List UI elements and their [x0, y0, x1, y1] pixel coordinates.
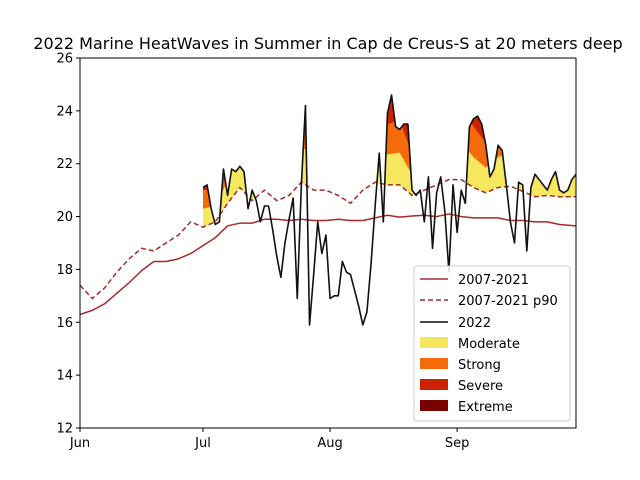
heatwave-fill-severe — [471, 116, 485, 142]
heatwave-fill-moderate — [530, 171, 576, 197]
x-axis: Jun Jul Aug Sep — [69, 428, 470, 451]
series-line-p90 — [80, 178, 576, 300]
legend-label-clim: 2007-2021 — [458, 273, 529, 288]
y-axis: 12 14 16 18 20 22 24 26 — [56, 52, 80, 437]
y-tick-label: 24 — [56, 104, 73, 119]
x-tick-label: Aug — [317, 436, 342, 451]
legend-label-severe: Severe — [458, 379, 503, 394]
y-tick-label: 14 — [56, 369, 73, 384]
y-tick-label: 16 — [56, 316, 73, 331]
legend-label-extreme: Extreme — [458, 400, 513, 415]
heatwave-fill-strong — [202, 184, 211, 209]
y-tick-label: 18 — [56, 263, 73, 278]
x-tick-label: Jun — [69, 436, 90, 451]
y-tick-label: 12 — [56, 422, 73, 437]
plot-frame — [79, 57, 577, 429]
series-line-clim — [80, 213, 576, 316]
y-tick-label: 26 — [56, 52, 73, 67]
legend-box — [413, 265, 571, 422]
legend-label-moderate: Moderate — [458, 337, 520, 352]
series-lines — [80, 94, 576, 326]
heatwave-fills — [202, 95, 576, 228]
heatwave-fill-strong — [468, 116, 488, 168]
legend-swatch-moderate — [420, 337, 448, 348]
legend-swatch-strong — [420, 358, 448, 369]
x-tick-label: Jul — [194, 436, 211, 451]
x-tick-label: Sep — [445, 436, 470, 451]
series-line-obs — [202, 94, 576, 326]
heatwave-fill-severe — [387, 95, 395, 125]
legend-swatch-extreme — [420, 400, 448, 411]
chart-title: 2022 Marine HeatWaves in Summer in Cap d… — [33, 34, 622, 53]
legend: 2007-2021 2007-2021 p90 2022 Moderate St… — [413, 265, 571, 422]
y-tick-label: 22 — [56, 157, 73, 172]
legend-label-strong: Strong — [458, 358, 501, 373]
y-tick-label: 20 — [56, 210, 73, 225]
legend-label-p90: 2007-2021 p90 — [458, 294, 558, 309]
legend-label-2022: 2022 — [458, 316, 491, 331]
heatwave-fill-moderate — [220, 166, 247, 215]
heatwave-fill-severe — [402, 124, 409, 146]
legend-swatch-severe — [420, 379, 448, 390]
